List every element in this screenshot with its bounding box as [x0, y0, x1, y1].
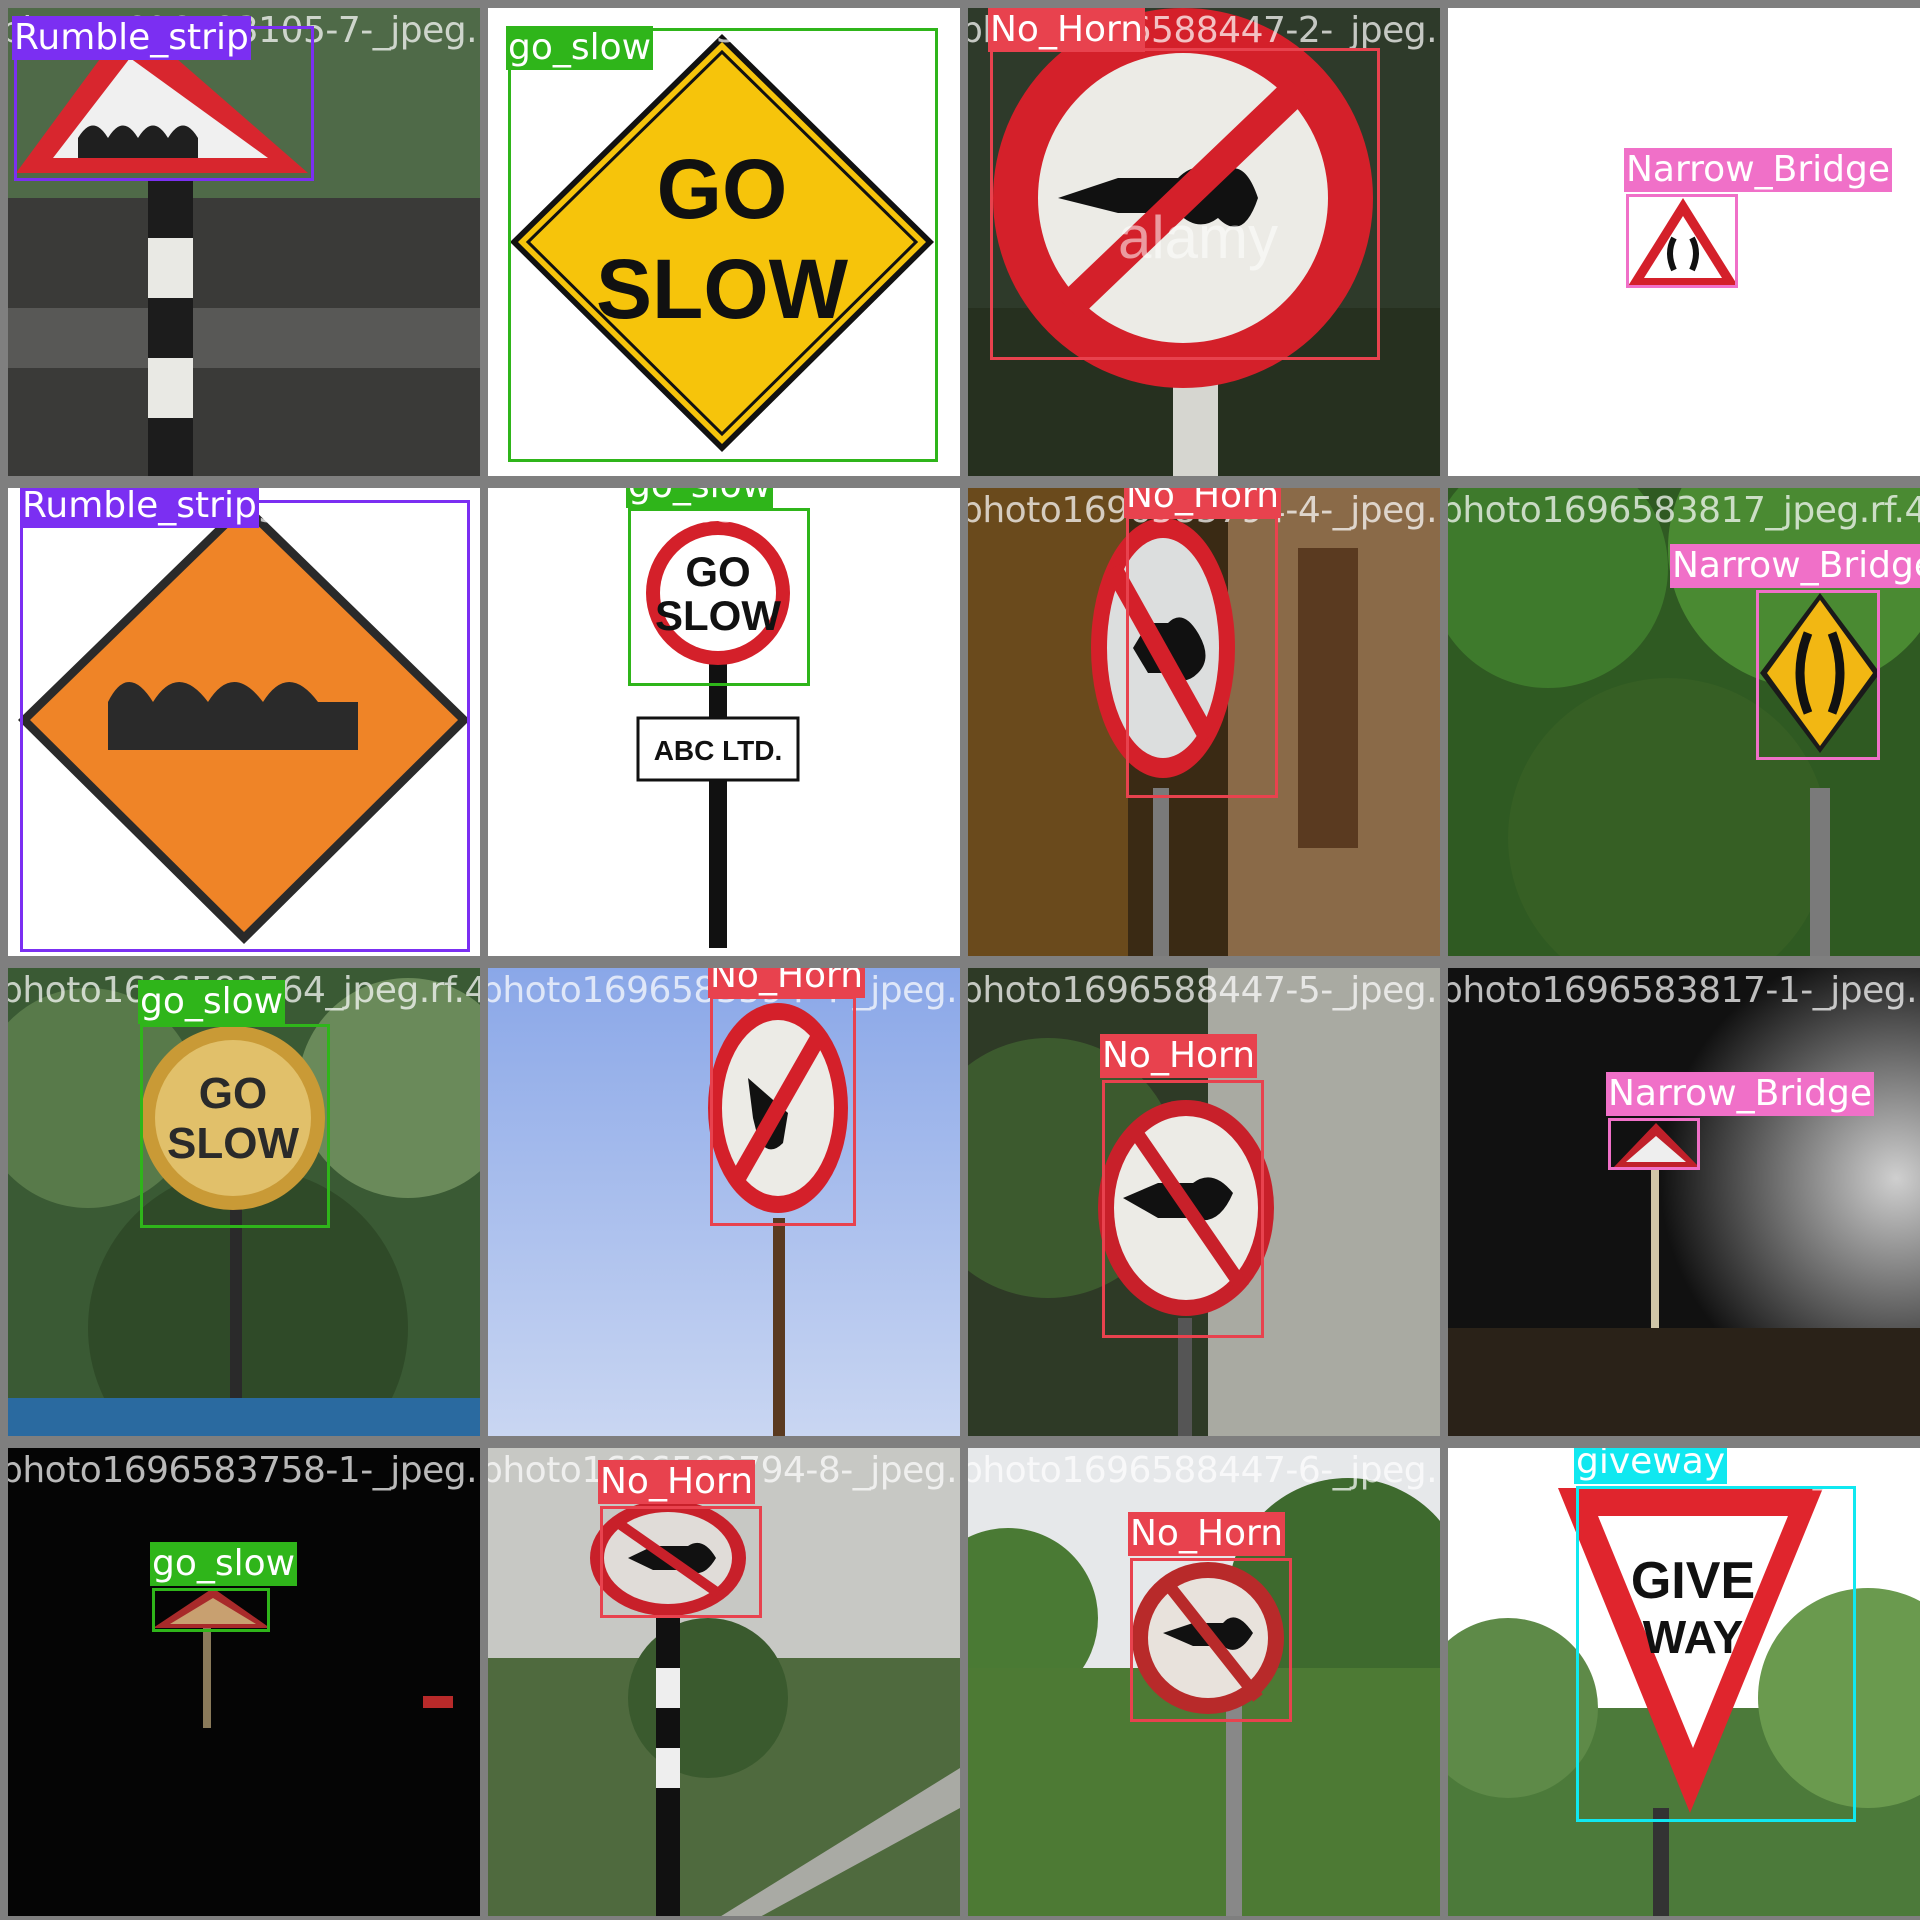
bbox-rumble-strip: [20, 500, 470, 952]
sign-text-slow: SLOW: [596, 242, 849, 336]
bbox-no-horn: [710, 996, 856, 1226]
tile-7: photo1696583794-4-_jpeg.rf. No_Horn: [968, 488, 1440, 956]
sign-text-way: WAY: [1643, 1611, 1744, 1663]
class-label-no-horn: No_Horn: [988, 8, 1146, 52]
tile-image: GO SLOW: [8, 968, 480, 1436]
watermark-text: alamy: [1118, 204, 1278, 271]
bbox-giveway: [1576, 1486, 1856, 1822]
tile-image: [8, 1448, 480, 1916]
tile-14: photo1696583794-8-_jpeg.rf. No_Horn: [488, 1448, 960, 1916]
tile-11: photo1696588447-5-_jpeg.rf. No_Horn: [968, 968, 1440, 1436]
tile-image: alamy: [968, 8, 1440, 476]
tile-3: alamy photo1696588447-2-_jpeg.rf. No_Hor…: [968, 8, 1440, 476]
filename-label: photo1696583817_jpeg.rf.41: [1448, 490, 1920, 531]
tile-1: photo1696583105-7-_jpeg.rf. Rumble_strip: [8, 8, 480, 476]
bbox-go-slow: [152, 1588, 270, 1632]
bbox-go-slow: [508, 28, 938, 462]
bbox-no-horn: [1126, 516, 1278, 798]
tile-image: [488, 1448, 960, 1916]
bbox-no-horn: [600, 1506, 762, 1618]
filename-label: photo1696583817-1-_jpeg.rf.: [1448, 970, 1920, 1011]
sign-text-abc: ABC LTD.: [654, 735, 783, 766]
bbox-go-slow: [628, 508, 810, 686]
class-label-go-slow: go_slow: [626, 488, 774, 508]
class-label-no-horn: No_Horn: [598, 1460, 756, 1504]
tile-9: GO SLOW photo1696583564_jpeg.rf.4c go_sl…: [8, 968, 480, 1436]
sign-text-slow: SLOW: [655, 592, 781, 639]
class-label-rumble-strip: Rumble_strip: [20, 488, 259, 528]
filename-label: photo1696583692_jpeg.rf.de: [1448, 10, 1920, 51]
class-label-no-horn: No_Horn: [1100, 1034, 1258, 1078]
tile-image: [1448, 968, 1920, 1436]
class-label-narrow-bridge: Narrow_Bridge: [1670, 544, 1920, 588]
class-label-go-slow: go_slow: [138, 980, 286, 1024]
tile-4: photo1696583692_jpeg.rf.de Narrow_Bridge: [1448, 8, 1920, 476]
bbox-go-slow: [140, 1024, 330, 1228]
sign-text-slow: SLOW: [167, 1119, 299, 1168]
sign-text-go: GO: [685, 548, 750, 595]
filename-label: photo1696588447-6-_jpeg.rf.: [968, 1450, 1440, 1491]
class-label-narrow-bridge: Narrow_Bridge: [1624, 148, 1892, 192]
tile-16: GIVE WAY photo1696583672-6-_jpeg.rf. giv…: [1448, 1448, 1920, 1916]
bbox-narrow-bridge: [1626, 194, 1738, 288]
bbox-narrow-bridge: [1756, 590, 1880, 760]
bbox-no-horn: [990, 48, 1380, 360]
filename-label: photo1696588447-5-_jpeg.rf.: [968, 970, 1440, 1011]
tile-image: [488, 968, 960, 1436]
tile-12: photo1696583817-1-_jpeg.rf. Narrow_Bridg…: [1448, 968, 1920, 1436]
tile-6: GO SLOW ABC LTD. photo1696583718_jpeg.rf…: [488, 488, 960, 956]
sign-text-give: GIVE: [1631, 1552, 1755, 1610]
tile-image: GIVE WAY: [1448, 1448, 1920, 1916]
class-label-no-horn: No_Horn: [1124, 488, 1282, 518]
tile-13: photo1696583758-1-_jpeg.rf. go_slow: [8, 1448, 480, 1916]
bbox-no-horn: [1102, 1080, 1264, 1338]
sign-text-go: GO: [657, 142, 788, 236]
tile-10: photo1696583594-4-_jpeg.rf. No_Horn: [488, 968, 960, 1436]
class-label-no-horn: No_Horn: [708, 968, 866, 998]
tile-15: photo1696588447-6-_jpeg.rf. No_Horn: [968, 1448, 1440, 1916]
tile-5: photo1696583368_jpeg.rf.38 Rumble_strip: [8, 488, 480, 956]
filename-label: photo1696583758-1-_jpeg.rf.: [8, 1450, 480, 1491]
class-label-giveway: giveway: [1574, 1448, 1728, 1484]
tile-image: GO SLOW ABC LTD.: [488, 488, 960, 956]
class-label-no-horn: No_Horn: [1128, 1512, 1286, 1556]
bbox-narrow-bridge: [1608, 1118, 1700, 1170]
class-label-rumble-strip: Rumble_strip: [12, 16, 251, 60]
tile-2: GO SLOW photo1696583263_jpeg.rf.54 go_sl…: [488, 8, 960, 476]
tile-image: [1448, 8, 1920, 476]
class-label-go-slow: go_slow: [506, 26, 654, 70]
sign-text-go: GO: [199, 1069, 267, 1118]
tile-image: [8, 488, 480, 956]
class-label-go-slow: go_slow: [150, 1542, 298, 1586]
tile-8: photo1696583817_jpeg.rf.41 Narrow_Bridge: [1448, 488, 1920, 956]
tile-image: [8, 8, 480, 476]
class-label-narrow-bridge: Narrow_Bridge: [1606, 1072, 1874, 1116]
tile-image: GO SLOW: [488, 8, 960, 476]
bbox-no-horn: [1130, 1558, 1292, 1722]
